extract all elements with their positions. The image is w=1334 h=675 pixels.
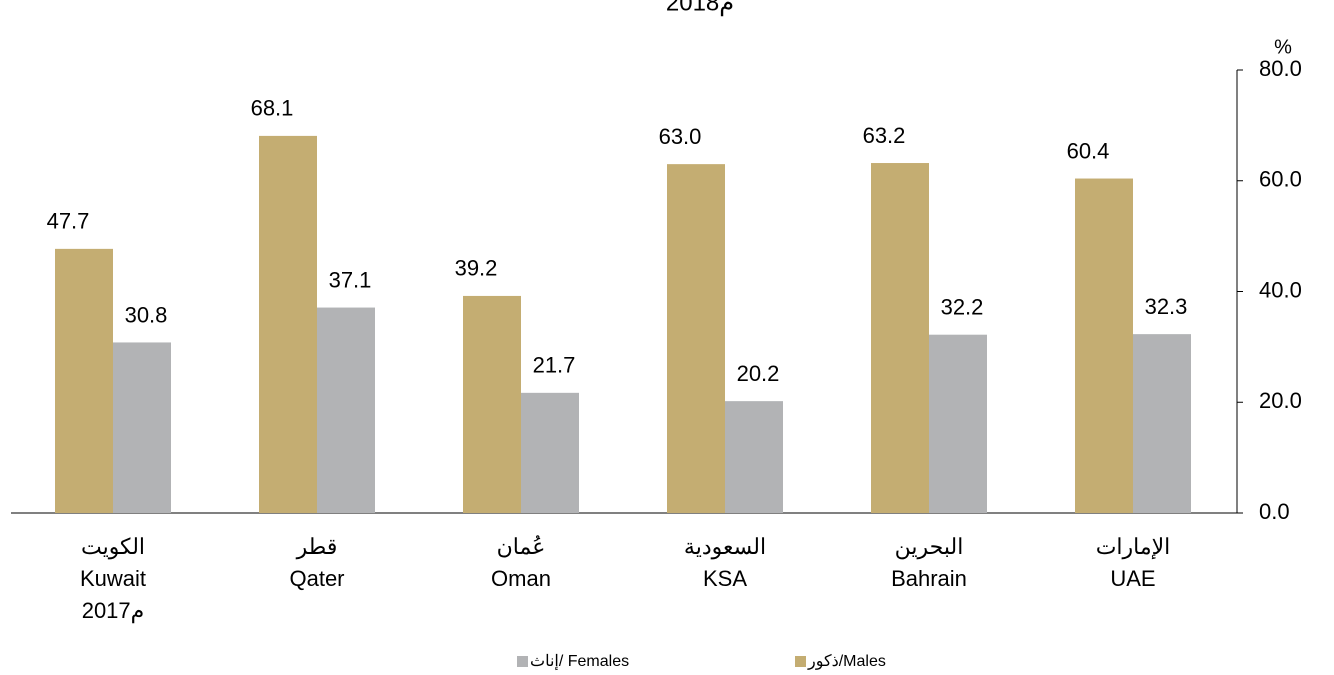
value-label: 63.2	[863, 123, 906, 148]
y-tick-label: 0.0	[1259, 499, 1290, 524]
value-label: 60.4	[1067, 138, 1110, 163]
bar	[667, 164, 725, 513]
x-tick-label: الكويت	[81, 534, 145, 560]
bar	[929, 334, 987, 513]
bar	[1133, 334, 1191, 513]
x-tick-label: Kuwait	[80, 566, 146, 591]
bar	[871, 163, 929, 513]
x-tick-label: UAE	[1110, 566, 1155, 591]
legend-label: ذكور/Males	[807, 653, 886, 670]
x-tick-label: البحرين	[895, 534, 964, 560]
y-tick-label: 20.0	[1259, 388, 1302, 413]
value-label: 20.2	[737, 361, 780, 386]
legend-label: إناث/ Females	[530, 653, 629, 670]
x-tick-label: Oman	[491, 566, 551, 591]
x-tick-label: الإمارات	[1096, 534, 1171, 560]
chart-title: 2018م	[666, 0, 734, 16]
value-label: 30.8	[125, 302, 168, 327]
x-tick-label: 2017م	[82, 598, 145, 624]
x-tick-label: Qater	[289, 566, 344, 591]
bar	[55, 248, 113, 513]
y-tick-label: 60.0	[1259, 167, 1302, 192]
bar	[725, 401, 783, 513]
legend-swatch	[795, 656, 806, 667]
bar	[259, 135, 317, 514]
bar	[1075, 178, 1133, 513]
bar	[521, 392, 579, 513]
value-label: 63.0	[659, 124, 702, 149]
bar	[463, 295, 521, 513]
bar	[317, 307, 375, 513]
y-tick-label: 40.0	[1259, 277, 1302, 302]
x-tick-label: KSA	[703, 566, 747, 591]
x-tick-label: Bahrain	[891, 566, 967, 591]
x-tick-label: عُمان	[497, 534, 546, 559]
x-tick-label: قطر	[296, 534, 338, 560]
y-unit: %	[1274, 36, 1292, 58]
x-tick-label: السعودية	[684, 534, 766, 560]
value-label: 47.7	[47, 209, 90, 234]
y-tick-label: 80.0	[1259, 56, 1302, 81]
value-label: 39.2	[455, 256, 498, 281]
value-label: 32.2	[941, 295, 984, 320]
value-label: 37.1	[329, 267, 372, 292]
value-label: 32.3	[1145, 294, 1188, 319]
value-label: 68.1	[251, 96, 294, 121]
bar	[113, 342, 171, 513]
value-label: 21.7	[533, 353, 576, 378]
legend-swatch	[517, 656, 528, 667]
